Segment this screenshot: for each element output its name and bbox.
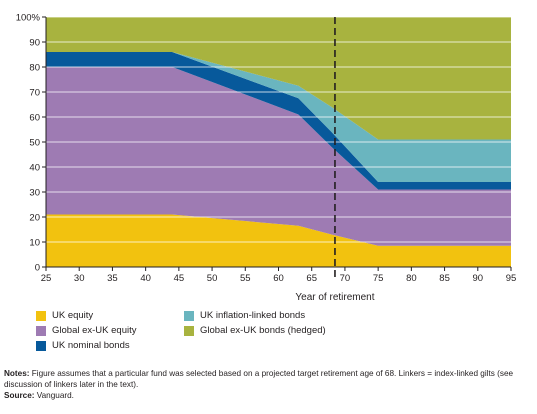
x-tick-label: 60	[273, 273, 284, 284]
area-layers	[46, 17, 511, 267]
notes-block: Notes: Figure assumes that a particular …	[4, 368, 524, 401]
x-tick-label: 45	[174, 273, 185, 284]
glide-path-chart: 0 10 20 30 40 50 60 70 80 90 100% 25 30 35 40 45 50 55 60 6…	[16, 13, 517, 304]
area-uk-inflation-linked-bonds	[46, 52, 511, 182]
area-global-ex-uk-equity	[46, 67, 511, 246]
legend-item-global-ex-uk-bonds: Global ex-UK bonds (hedged)	[184, 325, 326, 337]
x-tick-label: 90	[472, 273, 483, 284]
x-tick-label: 40	[140, 273, 151, 284]
area-uk-equity	[46, 214, 511, 267]
area-uk-nominal-bonds	[46, 52, 511, 190]
legend-label-global-ex-uk-equity: Global ex-UK equity	[52, 325, 137, 336]
legend-item-uk-equity: UK equity	[36, 310, 93, 322]
x-tick-label: 75	[373, 273, 384, 284]
x-tick-label: 35	[107, 273, 118, 284]
axes: 0 10 20 30 40 50 60 70 80 90 100% 25 30 35 40 45 50 55 60 6…	[16, 13, 517, 285]
source-line: Source: Vanguard.	[4, 390, 524, 401]
legend-label-global-ex-uk-bonds: Global ex-UK bonds (hedged)	[200, 325, 326, 336]
legend-item-uk-inflation-linked-bonds: UK inflation-linked bonds	[184, 310, 305, 322]
source-text: Vanguard.	[36, 391, 74, 400]
legend-swatch-uk-nominal-bonds	[36, 341, 46, 351]
x-tick-label: 50	[207, 273, 218, 284]
x-axis-label: Year of retirement	[295, 292, 374, 303]
y-tick-label: 40	[29, 163, 40, 174]
x-tick-label: 85	[439, 273, 450, 284]
notes-line: Notes: Figure assumes that a particular …	[4, 368, 524, 390]
y-tick-label: 10	[29, 238, 40, 249]
x-tick-label: 25	[41, 273, 52, 284]
x-tick-label: 65	[306, 273, 317, 284]
y-tick-label: 90	[29, 38, 40, 49]
y-tick-label: 100%	[16, 13, 41, 24]
x-tick-label: 30	[74, 273, 85, 284]
legend-swatch-global-ex-uk-bonds	[184, 326, 194, 336]
notes-label: Notes:	[4, 369, 30, 378]
y-tick-label: 60	[29, 113, 40, 124]
area-global-ex-uk-bonds-hedged	[46, 17, 511, 140]
y-tick-label: 50	[29, 138, 40, 149]
legend-item-global-ex-uk-equity: Global ex-UK equity	[36, 325, 136, 337]
y-tick-label: 30	[29, 188, 40, 199]
gridlines	[46, 16, 511, 243]
y-tick-label: 0	[35, 263, 40, 274]
source-label: Source:	[4, 391, 35, 400]
legend-swatch-uk-equity	[36, 311, 46, 321]
x-tick-label: 95	[506, 273, 517, 284]
x-tick-label: 55	[240, 273, 251, 284]
notes-text: Figure assumes that a particular fund wa…	[4, 369, 514, 389]
legend-item-uk-nominal-bonds: UK nominal bonds	[36, 340, 130, 352]
legend-label-uk-equity: UK equity	[52, 310, 94, 321]
legend-label-uk-inflation-linked-bonds: UK inflation-linked bonds	[200, 310, 306, 321]
y-tick-label: 80	[29, 63, 40, 74]
legend-swatch-uk-inflation-linked-bonds	[184, 311, 194, 321]
y-tick-label: 20	[29, 213, 40, 224]
y-tick-label: 70	[29, 88, 40, 99]
legend-label-uk-nominal-bonds: UK nominal bonds	[52, 340, 130, 351]
x-tick-label: 70	[340, 273, 351, 284]
legend: UK equity Global ex-UK equity UK nominal…	[36, 310, 516, 356]
legend-swatch-global-ex-uk-equity	[36, 326, 46, 336]
x-tick-label: 80	[406, 273, 417, 284]
